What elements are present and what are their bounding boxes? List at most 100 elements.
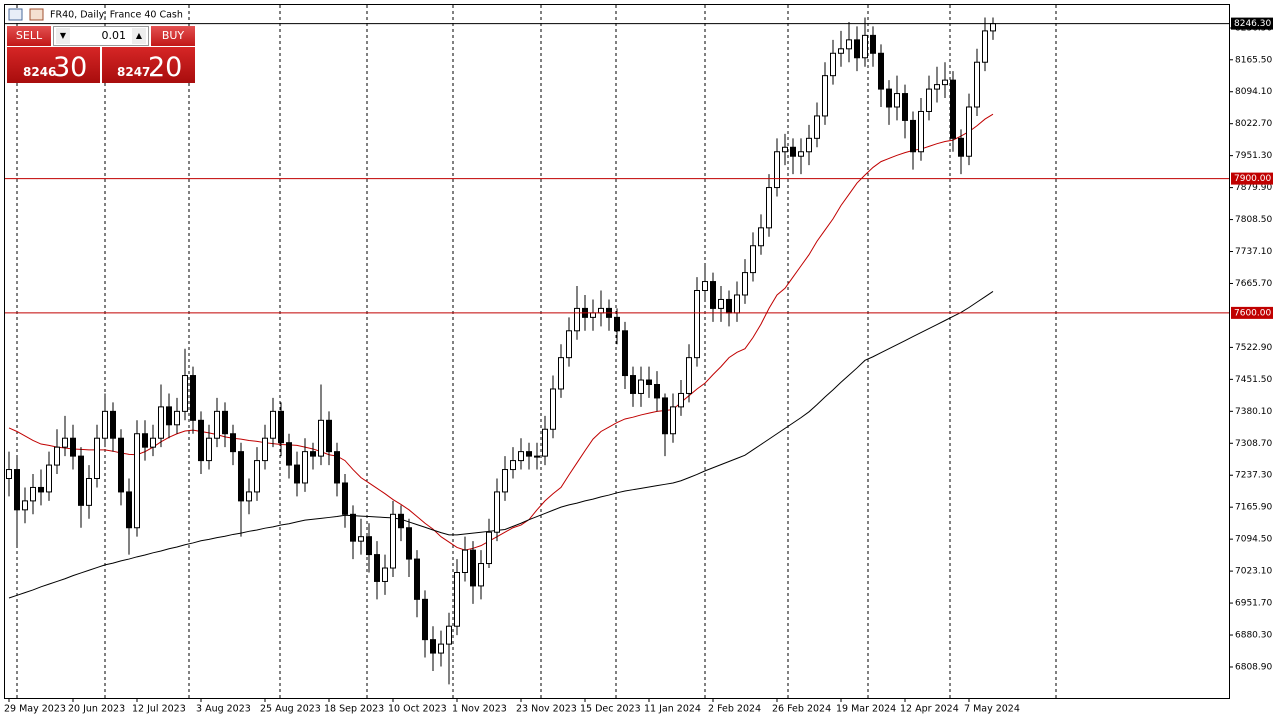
candle-body — [198, 419, 204, 462]
y-tick-label: 8165.50 — [1235, 55, 1272, 65]
moving-average — [8, 113, 994, 551]
candle-body — [318, 419, 324, 457]
candle-body — [766, 187, 772, 229]
level-label: 7900.00 — [1234, 174, 1271, 184]
candle-body — [630, 375, 636, 394]
candle-body — [222, 410, 228, 435]
candle-body — [870, 34, 876, 54]
y-tick-label: 6951.70 — [1235, 599, 1272, 609]
candle-body — [462, 549, 468, 573]
candle-body — [414, 558, 420, 600]
candle-body — [822, 75, 828, 117]
candle-body — [142, 433, 148, 448]
x-tick-label: 10 Oct 2023 — [388, 704, 447, 715]
candle-body — [974, 61, 980, 108]
candle-body — [902, 93, 908, 121]
x-tick-label: 29 May 2023 — [4, 704, 66, 715]
candle-body — [214, 410, 220, 439]
lot-increase[interactable]: ▲ — [132, 28, 146, 44]
ask-price[interactable]: 8247 20 — [102, 47, 195, 83]
candle-body — [438, 643, 444, 654]
y-tick-label: 7808.50 — [1235, 215, 1272, 225]
candle-body — [230, 433, 236, 453]
candle-body — [574, 307, 580, 332]
y-tick-label: 7951.30 — [1235, 151, 1272, 161]
y-tick-label: 8022.70 — [1235, 119, 1272, 129]
candle-body — [334, 451, 340, 484]
candle-body — [94, 437, 100, 479]
candle-body — [782, 146, 788, 153]
candle-body — [110, 410, 116, 439]
bid-price[interactable]: 8246 30 — [7, 47, 100, 83]
x-tick-label: 26 Feb 2024 — [772, 704, 831, 715]
candle-body — [622, 330, 628, 377]
sell-button[interactable]: SELL — [7, 26, 51, 46]
period-separators — [16, 5, 1057, 698]
candle-body — [62, 437, 68, 448]
candle-body — [694, 290, 700, 359]
candle-body — [494, 491, 500, 533]
candle-body — [54, 446, 60, 466]
candle-body — [806, 137, 812, 153]
candle-body — [502, 469, 508, 493]
candle-body — [638, 379, 644, 394]
chart-icon[interactable] — [29, 8, 44, 21]
lot-field[interactable]: ▼ 0.01 ▲ — [53, 26, 149, 46]
x-tick-label: 2 Feb 2024 — [708, 704, 761, 715]
y-tick-label: 7023.10 — [1235, 567, 1272, 577]
candle-body — [878, 52, 884, 90]
x-tick-label: 23 Nov 2023 — [516, 704, 577, 715]
ask-big: 20 — [148, 52, 183, 83]
candle-body — [886, 88, 892, 108]
candle-body — [374, 554, 380, 582]
x-tick-label: 20 Jun 2023 — [68, 704, 125, 715]
lot-value[interactable]: 0.01 — [101, 29, 127, 42]
candle-body — [22, 500, 28, 511]
candle-body — [950, 79, 956, 139]
candle-body — [422, 598, 428, 641]
chart-title: FR40, Daily: France 40 Cash — [50, 10, 183, 21]
candle-body — [270, 410, 276, 439]
lot-decrease[interactable]: ▼ — [56, 28, 70, 44]
candle-body — [830, 52, 836, 77]
candle-body — [134, 433, 140, 529]
x-tick-label: 15 Dec 2023 — [580, 704, 641, 715]
candle-body — [118, 437, 124, 493]
candle-body — [926, 88, 932, 112]
plot-frame — [4, 4, 1230, 699]
candle-body — [710, 281, 716, 309]
candle-body — [958, 137, 964, 157]
x-tick-label: 19 Mar 2024 — [836, 704, 896, 715]
bid-main: 8246 — [23, 65, 57, 79]
y-tick-label: 7165.90 — [1235, 503, 1272, 513]
candle-body — [838, 48, 844, 54]
candle-body — [854, 39, 860, 59]
candle-body — [614, 316, 620, 332]
candle-body — [670, 406, 676, 435]
candle-body — [350, 513, 356, 542]
candle-body — [406, 527, 412, 560]
y-tick-label: 7879.90 — [1235, 183, 1272, 193]
candle-body — [246, 491, 252, 502]
menu-icon[interactable] — [8, 8, 23, 21]
candle-body — [686, 357, 692, 394]
candle-body — [734, 294, 740, 314]
candle-body — [182, 375, 188, 412]
candle-body — [470, 549, 476, 587]
x-tick-label: 1 Nov 2023 — [452, 704, 507, 715]
ask-main: 8247 — [117, 65, 151, 79]
candle-body — [558, 357, 564, 390]
candle-body — [550, 388, 556, 430]
y-tick-label: 6880.30 — [1235, 631, 1272, 641]
candle-body — [38, 486, 44, 493]
candle-body — [78, 455, 84, 506]
candle-body — [206, 437, 212, 462]
candle-body — [238, 451, 244, 502]
moving-average — [8, 290, 994, 599]
candle-body — [294, 464, 300, 484]
level-label-box — [1231, 172, 1273, 185]
y-tick-label: 7665.70 — [1235, 279, 1272, 289]
buy-button[interactable]: BUY — [151, 26, 195, 46]
